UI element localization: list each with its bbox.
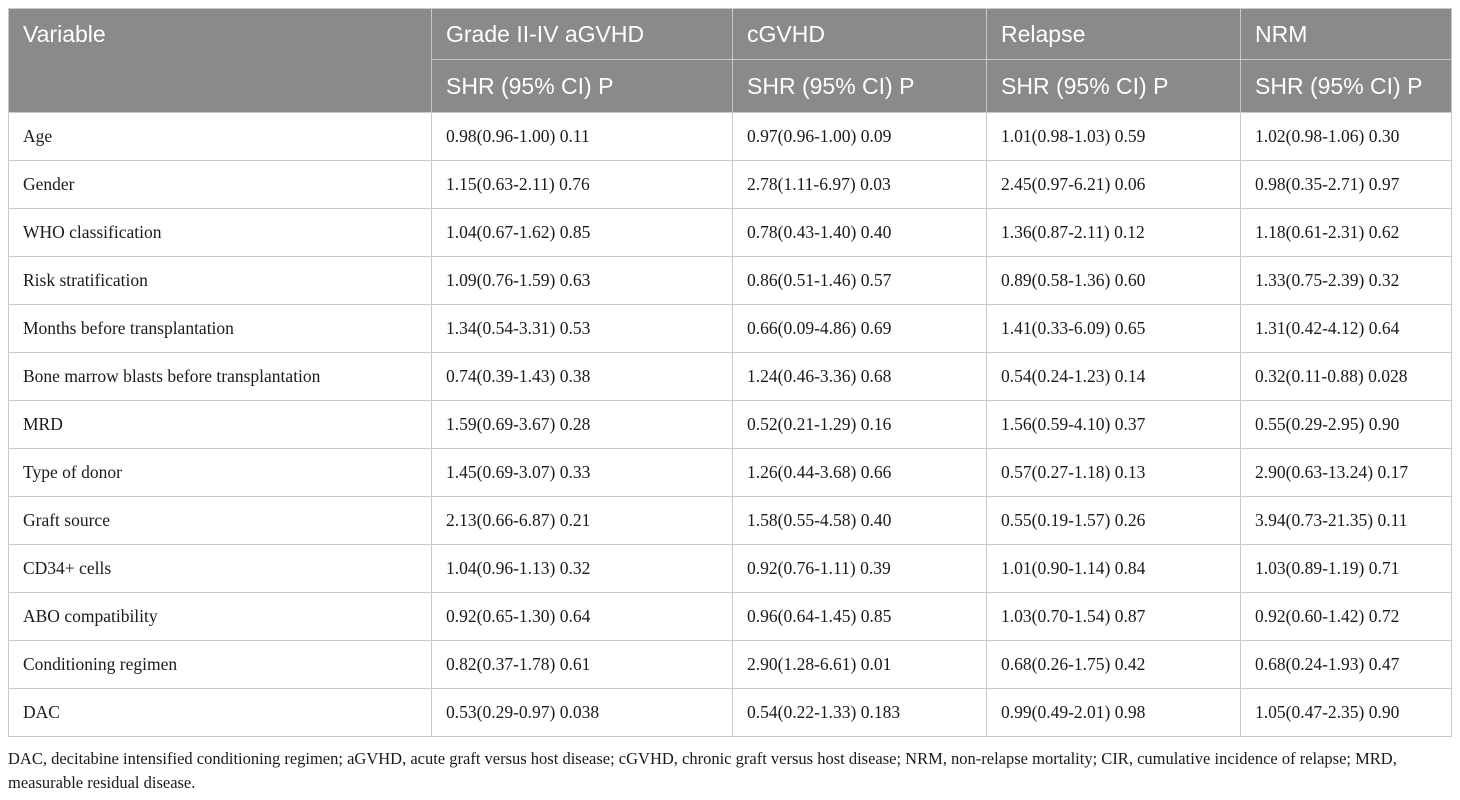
subheader-agvhd: SHR (95% CI) P	[431, 59, 733, 113]
cell-cgvhd: 0.52(0.21-1.29) 0.16	[732, 400, 987, 449]
cell-nrm: 2.90(0.63-13.24) 0.17	[1240, 448, 1452, 497]
cell-relapse: 1.56(0.59-4.10) 0.37	[986, 400, 1241, 449]
header-variable: Variable	[8, 8, 432, 113]
row-variable: Risk stratification	[8, 256, 432, 305]
cell-agvhd: 2.13(0.66-6.87) 0.21	[431, 496, 733, 545]
cell-relapse: 0.99(0.49-2.01) 0.98	[986, 688, 1241, 737]
table-row: Age 0.98(0.96-1.00) 0.11 0.97(0.96-1.00) 0…	[8, 112, 1452, 161]
header-nrm: NRM	[1240, 8, 1452, 60]
cell-cgvhd: 1.26(0.44-3.68) 0.66	[732, 448, 987, 497]
cell-relapse: 1.03(0.70-1.54) 0.87	[986, 592, 1241, 641]
cell-nrm: 1.05(0.47-2.35) 0.90	[1240, 688, 1452, 737]
cell-agvhd: 1.45(0.69-3.07) 0.33	[431, 448, 733, 497]
cell-cgvhd: 0.78(0.43-1.40) 0.40	[732, 208, 987, 257]
cell-cgvhd: 1.24(0.46-3.36) 0.68	[732, 352, 987, 401]
cell-cgvhd: 2.78(1.11-6.97) 0.03	[732, 160, 987, 209]
subheader-cgvhd: SHR (95% CI) P	[732, 59, 987, 113]
cell-nrm: 0.92(0.60-1.42) 0.72	[1240, 592, 1452, 641]
cell-nrm: 0.32(0.11-0.88) 0.028	[1240, 352, 1452, 401]
cell-relapse: 0.89(0.58-1.36) 0.60	[986, 256, 1241, 305]
table-row: Bone marrow blasts before transplantatio…	[8, 352, 1452, 401]
cell-cgvhd: 0.54(0.22-1.33) 0.183	[732, 688, 987, 737]
cell-nrm: 0.98(0.35-2.71) 0.97	[1240, 160, 1452, 209]
table-body: Age 0.98(0.96-1.00) 0.11 0.97(0.96-1.00) 0…	[8, 112, 1452, 737]
cell-nrm: 0.68(0.24-1.93) 0.47	[1240, 640, 1452, 689]
cell-nrm: 3.94(0.73-21.35) 0.11	[1240, 496, 1452, 545]
cell-agvhd: 0.74(0.39-1.43) 0.38	[431, 352, 733, 401]
cell-nrm: 1.03(0.89-1.19) 0.71	[1240, 544, 1452, 593]
cell-cgvhd: 0.96(0.64-1.45) 0.85	[732, 592, 987, 641]
cell-relapse: 1.36(0.87-2.11) 0.12	[986, 208, 1241, 257]
row-variable: MRD	[8, 400, 432, 449]
header-relapse: Relapse	[986, 8, 1241, 60]
row-variable: ABO compatibility	[8, 592, 432, 641]
table-row: Risk stratification 1.09(0.76-1.59) 0.63 0…	[8, 256, 1452, 305]
table-row: WHO classification 1.04(0.67-1.62) 0.85 0.…	[8, 208, 1452, 257]
header-cgvhd: cGVHD	[732, 8, 987, 60]
cell-agvhd: 1.09(0.76-1.59) 0.63	[431, 256, 733, 305]
table-row: DAC 0.53(0.29-0.97) 0.038 0.54(0.22-1.33) …	[8, 688, 1452, 737]
row-variable: Age	[8, 112, 432, 161]
cell-agvhd: 0.92(0.65-1.30) 0.64	[431, 592, 733, 641]
row-variable: Gender	[8, 160, 432, 209]
subheader-relapse: SHR (95% CI) P	[986, 59, 1241, 113]
cell-cgvhd: 1.58(0.55-4.58) 0.40	[732, 496, 987, 545]
table-row: MRD 1.59(0.69-3.67) 0.28 0.52(0.21-1.29) 0…	[8, 400, 1452, 449]
cell-relapse: 1.41(0.33-6.09) 0.65	[986, 304, 1241, 353]
row-variable: Type of donor	[8, 448, 432, 497]
row-variable: Conditioning regimen	[8, 640, 432, 689]
table-row: Type of donor 1.45(0.69-3.07) 0.33 1.26(0.…	[8, 448, 1452, 497]
row-variable: Graft source	[8, 496, 432, 545]
table-row: ABO compatibility 0.92(0.65-1.30) 0.64 0.9…	[8, 592, 1452, 641]
row-variable: Months before transplantation	[8, 304, 432, 353]
cell-relapse: 0.57(0.27-1.18) 0.13	[986, 448, 1241, 497]
cell-cgvhd: 2.90(1.28-6.61) 0.01	[732, 640, 987, 689]
cell-relapse: 2.45(0.97-6.21) 0.06	[986, 160, 1241, 209]
cell-nrm: 0.55(0.29-2.95) 0.90	[1240, 400, 1452, 449]
table-row: CD34+ cells 1.04(0.96-1.13) 0.32 0.92(0.76…	[8, 544, 1452, 593]
cell-cgvhd: 0.97(0.96-1.00) 0.09	[732, 112, 987, 161]
row-variable: WHO classification	[8, 208, 432, 257]
row-variable: DAC	[8, 688, 432, 737]
row-variable: Bone marrow blasts before transplantatio…	[8, 352, 432, 401]
cell-agvhd: 1.59(0.69-3.67) 0.28	[431, 400, 733, 449]
cell-nrm: 1.31(0.42-4.12) 0.64	[1240, 304, 1452, 353]
table-container: Variable Grade II-IV aGVHD cGVHD Relapse…	[8, 8, 1452, 795]
table-row: Gender 1.15(0.63-2.11) 0.76 2.78(1.11-6.97…	[8, 160, 1452, 209]
table-footnote: DAC, decitabine intensified conditioning…	[8, 749, 1397, 792]
table-row: Months before transplantation 1.34(0.54-3…	[8, 304, 1452, 353]
cell-cgvhd: 0.86(0.51-1.46) 0.57	[732, 256, 987, 305]
cell-relapse: 0.55(0.19-1.57) 0.26	[986, 496, 1241, 545]
results-table: Variable Grade II-IV aGVHD cGVHD Relapse…	[8, 8, 1452, 737]
cell-cgvhd: 0.66(0.09-4.86) 0.69	[732, 304, 987, 353]
cell-agvhd: 1.04(0.96-1.13) 0.32	[431, 544, 733, 593]
cell-nrm: 1.18(0.61-2.31) 0.62	[1240, 208, 1452, 257]
cell-relapse: 1.01(0.90-1.14) 0.84	[986, 544, 1241, 593]
header-agvhd: Grade II-IV aGVHD	[431, 8, 733, 60]
cell-nrm: 1.02(0.98-1.06) 0.30	[1240, 112, 1452, 161]
cell-agvhd: 1.15(0.63-2.11) 0.76	[431, 160, 733, 209]
table-row: Conditioning regimen 0.82(0.37-1.78) 0.61…	[8, 640, 1452, 689]
cell-agvhd: 0.53(0.29-0.97) 0.038	[431, 688, 733, 737]
cell-relapse: 0.68(0.26-1.75) 0.42	[986, 640, 1241, 689]
cell-agvhd: 1.34(0.54-3.31) 0.53	[431, 304, 733, 353]
cell-relapse: 0.54(0.24-1.23) 0.14	[986, 352, 1241, 401]
cell-relapse: 1.01(0.98-1.03) 0.59	[986, 112, 1241, 161]
cell-agvhd: 0.98(0.96-1.00) 0.11	[431, 112, 733, 161]
row-variable: CD34+ cells	[8, 544, 432, 593]
cell-agvhd: 0.82(0.37-1.78) 0.61	[431, 640, 733, 689]
cell-nrm: 1.33(0.75-2.39) 0.32	[1240, 256, 1452, 305]
table-header: Variable Grade II-IV aGVHD cGVHD Relapse…	[8, 8, 1452, 113]
cell-agvhd: 1.04(0.67-1.62) 0.85	[431, 208, 733, 257]
table-row: Graft source 2.13(0.66-6.87) 0.21 1.58(0.5…	[8, 496, 1452, 545]
cell-cgvhd: 0.92(0.76-1.11) 0.39	[732, 544, 987, 593]
subheader-nrm: SHR (95% CI) P	[1240, 59, 1452, 113]
